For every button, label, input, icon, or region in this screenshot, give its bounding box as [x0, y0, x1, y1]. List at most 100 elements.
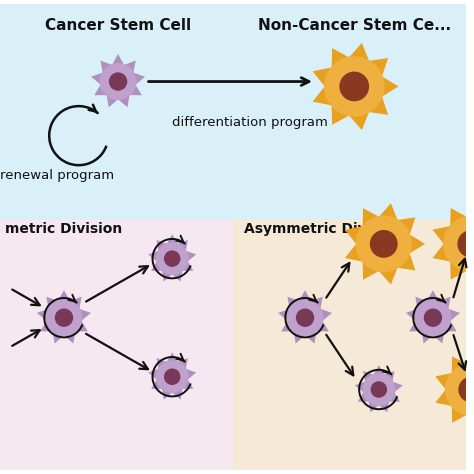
Polygon shape	[151, 261, 162, 271]
Circle shape	[164, 251, 180, 266]
Polygon shape	[439, 297, 451, 309]
Polygon shape	[178, 358, 188, 369]
Polygon shape	[133, 73, 145, 84]
Polygon shape	[355, 382, 365, 392]
Polygon shape	[37, 309, 49, 321]
Circle shape	[459, 377, 474, 402]
Polygon shape	[156, 240, 167, 251]
Circle shape	[371, 231, 397, 257]
Polygon shape	[305, 331, 317, 344]
Polygon shape	[345, 226, 363, 244]
Polygon shape	[46, 297, 58, 309]
Polygon shape	[156, 358, 167, 369]
Circle shape	[340, 72, 368, 100]
Polygon shape	[167, 352, 178, 362]
Bar	[0, 4, 466, 220]
Polygon shape	[186, 251, 196, 261]
Polygon shape	[467, 412, 474, 427]
Polygon shape	[345, 244, 363, 262]
Circle shape	[444, 216, 474, 272]
Circle shape	[297, 309, 313, 326]
Polygon shape	[450, 262, 466, 280]
Circle shape	[46, 300, 82, 336]
Polygon shape	[384, 371, 394, 382]
Circle shape	[109, 73, 127, 90]
Circle shape	[415, 300, 451, 336]
Polygon shape	[398, 217, 415, 235]
Polygon shape	[452, 356, 467, 373]
Polygon shape	[94, 84, 107, 95]
Circle shape	[363, 374, 394, 405]
Polygon shape	[435, 390, 452, 406]
Polygon shape	[278, 309, 290, 321]
Polygon shape	[172, 271, 182, 282]
Polygon shape	[182, 261, 193, 271]
Text: renewal program: renewal program	[0, 169, 114, 182]
Polygon shape	[435, 373, 452, 390]
Polygon shape	[392, 382, 403, 392]
Polygon shape	[129, 84, 142, 95]
Polygon shape	[124, 61, 136, 73]
Polygon shape	[379, 203, 398, 220]
Polygon shape	[432, 244, 450, 262]
Text: differentiation program: differentiation program	[172, 116, 328, 129]
Bar	[0, 220, 233, 470]
Circle shape	[424, 309, 441, 326]
Polygon shape	[444, 321, 457, 331]
Circle shape	[458, 231, 474, 257]
Polygon shape	[167, 234, 178, 244]
Polygon shape	[432, 226, 450, 244]
Polygon shape	[363, 371, 374, 382]
Polygon shape	[369, 401, 379, 412]
Circle shape	[156, 243, 188, 274]
Polygon shape	[118, 95, 129, 107]
Polygon shape	[467, 352, 474, 367]
Polygon shape	[287, 297, 299, 309]
Polygon shape	[389, 392, 400, 402]
Polygon shape	[320, 309, 332, 321]
Polygon shape	[40, 321, 53, 331]
Polygon shape	[349, 112, 369, 130]
Polygon shape	[410, 235, 425, 253]
Circle shape	[446, 364, 474, 415]
Polygon shape	[332, 105, 349, 125]
Polygon shape	[358, 392, 369, 402]
Bar	[233, 220, 466, 470]
Circle shape	[325, 57, 384, 116]
Polygon shape	[398, 253, 415, 271]
Polygon shape	[162, 271, 172, 282]
Circle shape	[156, 361, 188, 392]
Polygon shape	[363, 208, 379, 226]
Polygon shape	[452, 406, 467, 423]
Polygon shape	[281, 321, 294, 331]
Polygon shape	[64, 331, 75, 344]
Circle shape	[287, 300, 323, 336]
Polygon shape	[112, 54, 124, 65]
Polygon shape	[91, 73, 103, 84]
Circle shape	[55, 309, 73, 326]
Polygon shape	[427, 290, 439, 301]
Polygon shape	[53, 331, 64, 344]
Polygon shape	[415, 297, 427, 309]
Polygon shape	[406, 309, 418, 321]
Polygon shape	[466, 268, 474, 284]
Polygon shape	[299, 290, 311, 301]
Polygon shape	[379, 268, 398, 284]
Circle shape	[371, 382, 386, 397]
Polygon shape	[369, 58, 388, 76]
Polygon shape	[450, 208, 466, 226]
Polygon shape	[100, 61, 112, 73]
Polygon shape	[79, 309, 91, 321]
Polygon shape	[349, 43, 369, 61]
Polygon shape	[448, 309, 460, 321]
Text: Non-Cancer Stem Ce...: Non-Cancer Stem Ce...	[258, 18, 451, 33]
Polygon shape	[58, 290, 70, 301]
Circle shape	[356, 216, 411, 272]
Polygon shape	[178, 240, 188, 251]
Polygon shape	[374, 365, 384, 375]
Polygon shape	[294, 331, 305, 344]
Polygon shape	[332, 48, 349, 67]
Polygon shape	[363, 262, 379, 280]
Circle shape	[164, 369, 180, 384]
Polygon shape	[70, 297, 82, 309]
